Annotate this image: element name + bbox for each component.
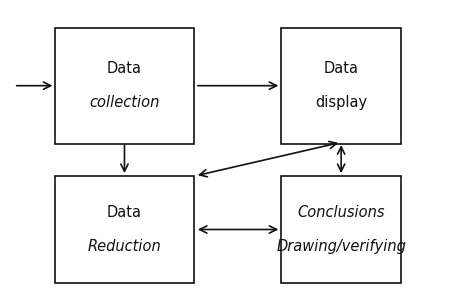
Bar — [281, 28, 401, 144]
Text: Drawing/verifying: Drawing/verifying — [276, 239, 406, 254]
Text: Data: Data — [324, 61, 359, 76]
Text: collection: collection — [89, 95, 160, 110]
Text: display: display — [315, 95, 367, 110]
Text: Reduction: Reduction — [88, 239, 161, 254]
Bar — [55, 176, 194, 283]
Text: Conclusions: Conclusions — [297, 205, 385, 220]
Bar — [281, 176, 401, 283]
Text: Data: Data — [107, 61, 142, 76]
Text: Data: Data — [107, 205, 142, 220]
Bar — [55, 28, 194, 144]
